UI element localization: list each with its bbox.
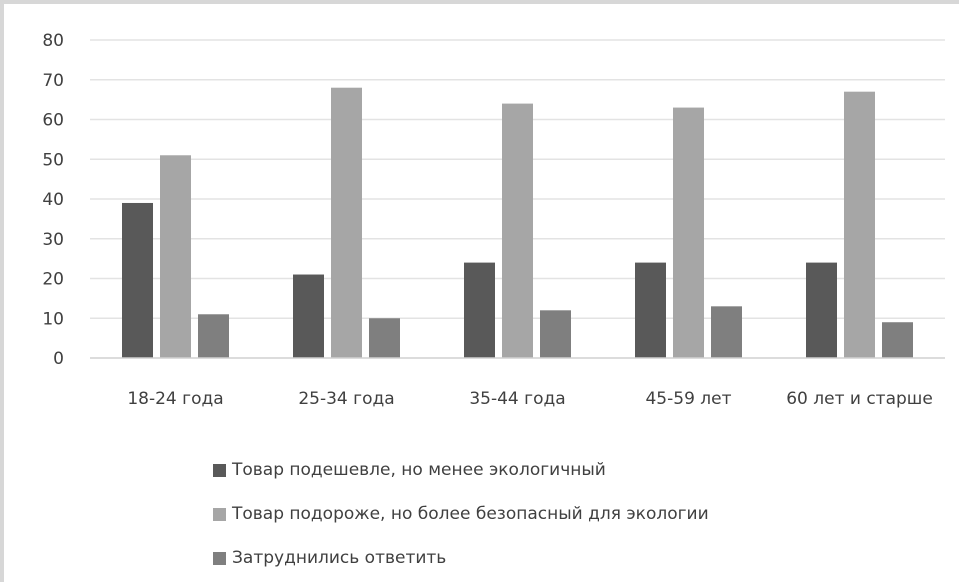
legend-item: Товар подороже, но более безопасный для … bbox=[213, 492, 709, 536]
legend-label: Товар подешевле, но менее экологичный bbox=[232, 460, 606, 480]
y-axis-ticks: 0 10 20 30 40 50 60 70 80 bbox=[42, 31, 64, 369]
y-tick-label: 70 bbox=[42, 71, 64, 91]
legend-swatch bbox=[213, 463, 226, 477]
y-tick-label: 50 bbox=[42, 150, 64, 170]
legend-item: Затруднились ответить bbox=[213, 536, 709, 580]
bar-2-4 bbox=[673, 107, 704, 358]
legend-label: Затруднились ответить bbox=[232, 548, 447, 568]
bars bbox=[122, 87, 913, 359]
legend-swatch bbox=[213, 507, 226, 521]
bar-1-1 bbox=[122, 202, 153, 358]
bar-3-5 bbox=[882, 322, 913, 358]
x-axis-categories: 18-24 года 25-34 года 35-44 года 45-59 лет 6… bbox=[127, 389, 932, 409]
bar-3-3 bbox=[540, 310, 571, 358]
x-category-label: 35-44 года bbox=[469, 389, 565, 409]
x-category-label: 18-24 года bbox=[127, 389, 223, 409]
y-tick-label: 60 bbox=[42, 111, 64, 131]
bar-2-1 bbox=[160, 155, 191, 358]
bar-3-4 bbox=[711, 306, 742, 358]
bar-3-2 bbox=[369, 318, 400, 358]
y-tick-label: 80 bbox=[42, 31, 64, 51]
bar-1-4 bbox=[635, 262, 666, 358]
bar-2-5 bbox=[844, 91, 875, 359]
x-category-label: 45-59 лет bbox=[645, 389, 731, 409]
bar-1-2 bbox=[293, 274, 324, 358]
y-tick-label: 20 bbox=[42, 270, 64, 290]
x-category-label: 25-34 года bbox=[298, 389, 394, 409]
bar-3-1 bbox=[198, 314, 229, 358]
y-tick-label: 10 bbox=[42, 309, 64, 329]
legend: Товар подешевле, но менее экологичный Тов… bbox=[213, 448, 709, 580]
legend-item: Товар подешевле, но менее экологичный bbox=[213, 448, 709, 492]
legend-swatch bbox=[213, 551, 226, 565]
y-tick-label: 40 bbox=[42, 190, 64, 210]
legend-label: Товар подороже, но более безопасный для … bbox=[232, 504, 709, 524]
y-tick-label: 0 bbox=[53, 349, 64, 369]
y-tick-label: 30 bbox=[42, 230, 64, 250]
bar-1-5 bbox=[806, 262, 837, 358]
x-category-label: 60 лет и старше bbox=[786, 389, 933, 409]
bar-2-2 bbox=[331, 87, 362, 358]
bar-1-3 bbox=[464, 262, 495, 358]
bar-2-3 bbox=[502, 103, 533, 358]
